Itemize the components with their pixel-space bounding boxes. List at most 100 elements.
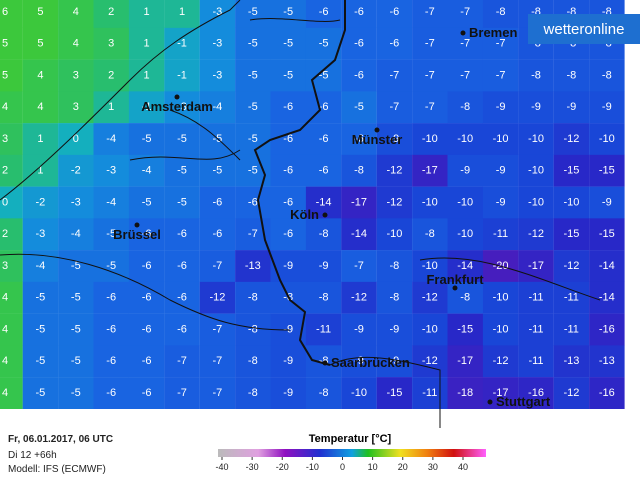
temp-value: -5	[106, 260, 116, 272]
temp-cell	[341, 27, 377, 60]
temp-cell	[482, 154, 519, 187]
temp-cell	[376, 377, 413, 409]
temp-value: 3	[2, 260, 8, 272]
temp-value: -5	[248, 101, 258, 113]
temp-cell	[305, 281, 342, 314]
temp-value: -10	[351, 387, 367, 399]
temp-cell	[482, 218, 519, 251]
temp-value: -3	[71, 196, 81, 208]
temp-cell	[235, 59, 271, 92]
temp-value: -5	[248, 165, 258, 177]
city-dot	[174, 94, 180, 100]
temp-cell	[341, 123, 377, 155]
temp-cell	[589, 91, 625, 124]
temp-cell	[412, 218, 448, 251]
temp-value: -7	[248, 228, 258, 240]
temp-cell	[93, 313, 129, 346]
temp-value: -17	[528, 260, 544, 272]
temp-cell	[22, 281, 59, 314]
temp-cell	[58, 377, 94, 409]
temp-cell	[235, 27, 271, 60]
temp-value: 2	[108, 6, 114, 18]
temp-cell	[58, 27, 94, 60]
temp-value: 1	[144, 69, 150, 81]
temp-value: -5	[177, 196, 187, 208]
temp-value: 4	[2, 323, 8, 335]
temp-value: -3	[213, 69, 223, 81]
temp-value: -7	[354, 260, 364, 272]
temp-cell	[341, 154, 377, 187]
temp-value: -6	[354, 69, 364, 81]
temp-cell	[305, 27, 342, 60]
temp-value: 1	[108, 101, 114, 113]
temp-value: -12	[563, 260, 579, 272]
temp-value: -11	[528, 355, 543, 367]
temp-value: -3	[213, 6, 223, 18]
temp-cell	[482, 0, 519, 28]
temp-value: -8	[567, 69, 577, 81]
temp-cell	[412, 186, 448, 219]
temp-cell	[376, 123, 413, 155]
temp-cell	[164, 186, 200, 219]
temp-cell	[412, 91, 448, 124]
temp-value: -5	[71, 292, 81, 304]
temp-value: -3	[177, 101, 187, 113]
temp-value: -17	[457, 355, 473, 367]
temp-cell	[22, 27, 59, 60]
temp-value: -6	[177, 228, 187, 240]
temp-cell	[305, 218, 342, 251]
temp-value: -11	[564, 323, 579, 335]
temp-value: -10	[457, 133, 473, 145]
temp-cell	[270, 250, 306, 282]
temp-value: -14	[351, 228, 367, 240]
temp-cell	[341, 186, 377, 219]
temp-cell	[22, 59, 59, 92]
temp-cell	[412, 27, 448, 60]
temp-cell	[447, 91, 483, 124]
temp-cell	[553, 377, 590, 409]
temp-cell	[270, 154, 306, 187]
temp-value: -9	[283, 355, 293, 367]
temp-cell	[199, 281, 236, 314]
temp-cell	[412, 345, 448, 378]
temp-cell	[305, 123, 342, 155]
temp-value: -6	[354, 133, 364, 145]
temp-cell	[412, 59, 448, 92]
temp-value: -11	[528, 292, 543, 304]
temp-cell	[376, 250, 413, 282]
temp-cell	[518, 154, 554, 187]
temp-cell	[0, 345, 23, 378]
legend-tick-label: 40	[458, 462, 468, 472]
temp-cell	[164, 377, 200, 409]
city-dot	[374, 127, 380, 133]
city-label: Brüssel	[113, 227, 161, 242]
temp-value: -5	[142, 196, 152, 208]
temp-cell	[270, 345, 306, 378]
temp-value: -6	[213, 196, 223, 208]
temp-cell	[93, 91, 129, 124]
temp-value: -6	[319, 101, 329, 113]
temp-value: -7	[496, 69, 506, 81]
temp-value: -8	[425, 228, 435, 240]
city-label: Stuttgart	[496, 394, 551, 409]
temp-cell	[412, 0, 448, 28]
temp-value: -9	[602, 101, 612, 113]
temp-cell	[199, 154, 236, 187]
temp-cell	[128, 123, 165, 155]
legend-tick-label: -40	[215, 462, 228, 472]
temp-value: -4	[213, 101, 223, 113]
temp-cell	[58, 250, 94, 282]
temp-cell	[0, 218, 23, 251]
temp-value: -13	[599, 355, 615, 367]
temp-value: -6	[177, 260, 187, 272]
temp-value: -15	[599, 228, 615, 240]
temp-value: -9	[283, 323, 293, 335]
temp-value: -10	[528, 196, 544, 208]
temp-value: -5	[106, 228, 116, 240]
temp-value: 2	[2, 228, 8, 240]
temp-cell	[128, 250, 165, 282]
temp-cell	[482, 186, 519, 219]
temp-value: -5	[36, 387, 46, 399]
temp-cell	[482, 345, 519, 378]
borders	[0, 0, 601, 428]
